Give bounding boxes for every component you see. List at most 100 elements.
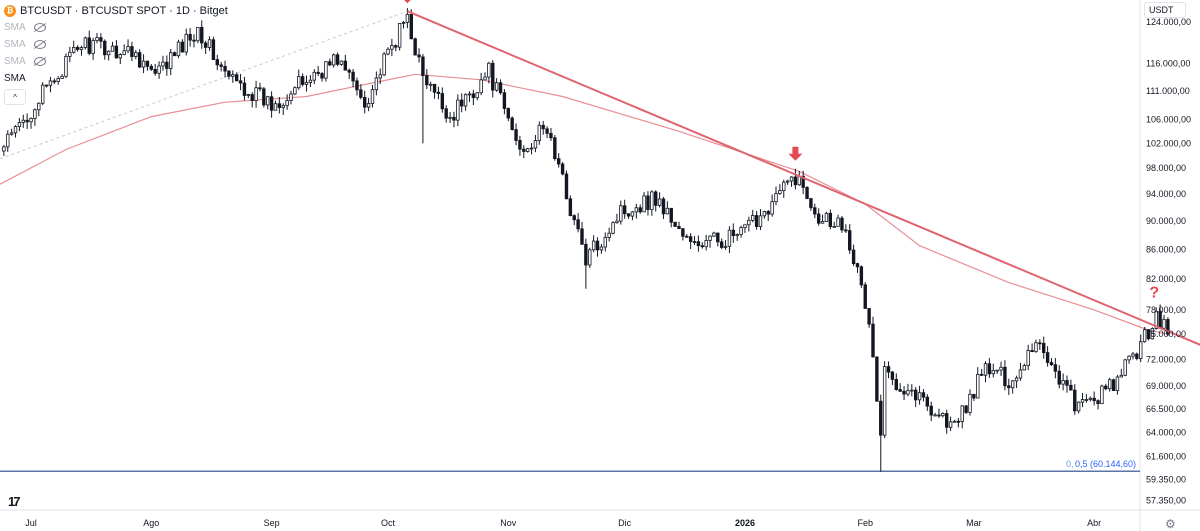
candle	[1018, 362, 1023, 381]
candle	[1104, 383, 1108, 391]
price-tick-label: 102.000,00	[1146, 138, 1191, 148]
candle	[1115, 374, 1120, 395]
candle	[638, 204, 642, 214]
candle	[285, 94, 289, 110]
candle	[630, 210, 635, 221]
candle	[324, 61, 328, 82]
candle	[902, 386, 906, 401]
candle	[968, 389, 972, 416]
candle	[991, 363, 995, 378]
candle	[359, 84, 363, 100]
candle	[921, 388, 926, 402]
candle	[1076, 401, 1081, 414]
candle	[1100, 384, 1104, 405]
candle	[498, 79, 503, 95]
candle	[355, 77, 359, 96]
eye-hidden-icon[interactable]	[33, 23, 46, 32]
candle	[937, 408, 941, 418]
time-tick-label: Feb	[857, 518, 873, 528]
candle	[987, 358, 992, 378]
candle	[425, 69, 429, 89]
candle	[677, 221, 681, 230]
sma-indicator-3[interactable]: SMA	[4, 53, 228, 70]
candle	[972, 393, 976, 401]
candle	[409, 9, 413, 40]
candle	[685, 233, 689, 238]
time-ticks: JulAgoSepOctNovDic2026FebMarAbrMayo	[25, 518, 1200, 528]
sma-line	[0, 73, 1169, 335]
candle	[1092, 391, 1096, 406]
candle	[72, 40, 76, 54]
candle	[995, 369, 999, 375]
candle	[642, 192, 646, 213]
candle	[145, 60, 150, 71]
sma-indicator-2[interactable]: SMA	[4, 36, 228, 53]
legend-title-row[interactable]: ₿ BTCUSDT · BTCUSDT SPOT · 1D · Bitget	[4, 3, 228, 19]
candle	[137, 49, 142, 69]
candle	[929, 401, 933, 422]
candle	[882, 361, 887, 439]
candle	[351, 68, 355, 88]
candle	[529, 142, 534, 155]
eye-hidden-icon[interactable]	[33, 57, 46, 66]
candle	[106, 50, 111, 61]
candle	[654, 190, 658, 212]
candle	[1150, 327, 1155, 340]
candle	[778, 184, 782, 195]
candle	[386, 47, 390, 56]
collapse-legend-button[interactable]: ^	[4, 89, 26, 105]
candle	[1045, 346, 1050, 367]
candle	[774, 186, 778, 206]
candle	[514, 123, 518, 146]
candle	[87, 30, 91, 56]
candle	[1030, 343, 1034, 353]
candle	[242, 76, 247, 101]
candle	[688, 233, 693, 249]
candle	[75, 45, 80, 52]
price-tick-label: 69.000,00	[1146, 381, 1186, 391]
candle	[758, 209, 763, 230]
currency-unit-button[interactable]: USDT	[1144, 2, 1186, 18]
sma-indicator-4[interactable]: SMA	[4, 70, 228, 87]
candle	[700, 242, 704, 249]
candle	[956, 418, 961, 428]
candle	[219, 61, 223, 72]
time-tick-label: Oct	[381, 518, 396, 528]
candle	[1038, 339, 1042, 350]
symbol-title: BTCUSDT · BTCUSDT SPOT · 1D · Bitget	[20, 5, 228, 17]
descending-trend-line[interactable]	[407, 10, 1200, 347]
candle	[906, 383, 910, 397]
candle	[64, 53, 68, 79]
candle	[580, 221, 584, 245]
candle	[211, 36, 216, 60]
candle	[60, 73, 64, 79]
candle	[304, 75, 309, 92]
candle	[48, 76, 53, 93]
candle	[595, 237, 600, 257]
candle	[1111, 378, 1116, 391]
candle	[463, 93, 468, 111]
candle	[339, 60, 344, 66]
eye-hidden-icon[interactable]	[33, 40, 46, 49]
candle	[1131, 352, 1135, 360]
price-tick-label: 82.000,00	[1146, 274, 1186, 284]
candle	[491, 60, 495, 98]
arrow-down-icon	[788, 146, 803, 161]
candle	[328, 58, 332, 67]
candle	[238, 73, 243, 91]
price-tick-label: 111.000,00	[1146, 86, 1190, 96]
gear-icon[interactable]: ⚙	[1165, 517, 1176, 531]
candle	[9, 128, 14, 136]
candle	[1073, 384, 1077, 415]
candle	[223, 60, 227, 78]
price-tick-label: 75.000,00	[1146, 329, 1186, 339]
candle	[188, 27, 192, 47]
sma-indicator-1[interactable]: SMA	[4, 19, 228, 36]
candle	[770, 194, 774, 217]
candle	[246, 93, 251, 99]
candle	[840, 215, 844, 233]
arrow-down-icon	[404, 0, 411, 4]
candle	[510, 116, 514, 131]
tradingview-logo[interactable]: 17	[8, 494, 21, 509]
